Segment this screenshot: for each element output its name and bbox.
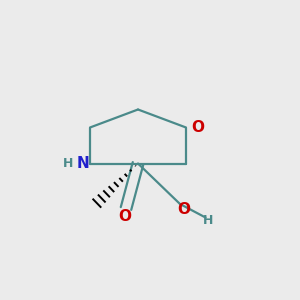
Text: H: H [63,157,74,170]
Text: H: H [203,214,214,227]
Text: O: O [191,120,204,135]
Text: O: O [177,202,190,217]
Text: N: N [77,156,90,171]
Text: O: O [118,209,131,224]
